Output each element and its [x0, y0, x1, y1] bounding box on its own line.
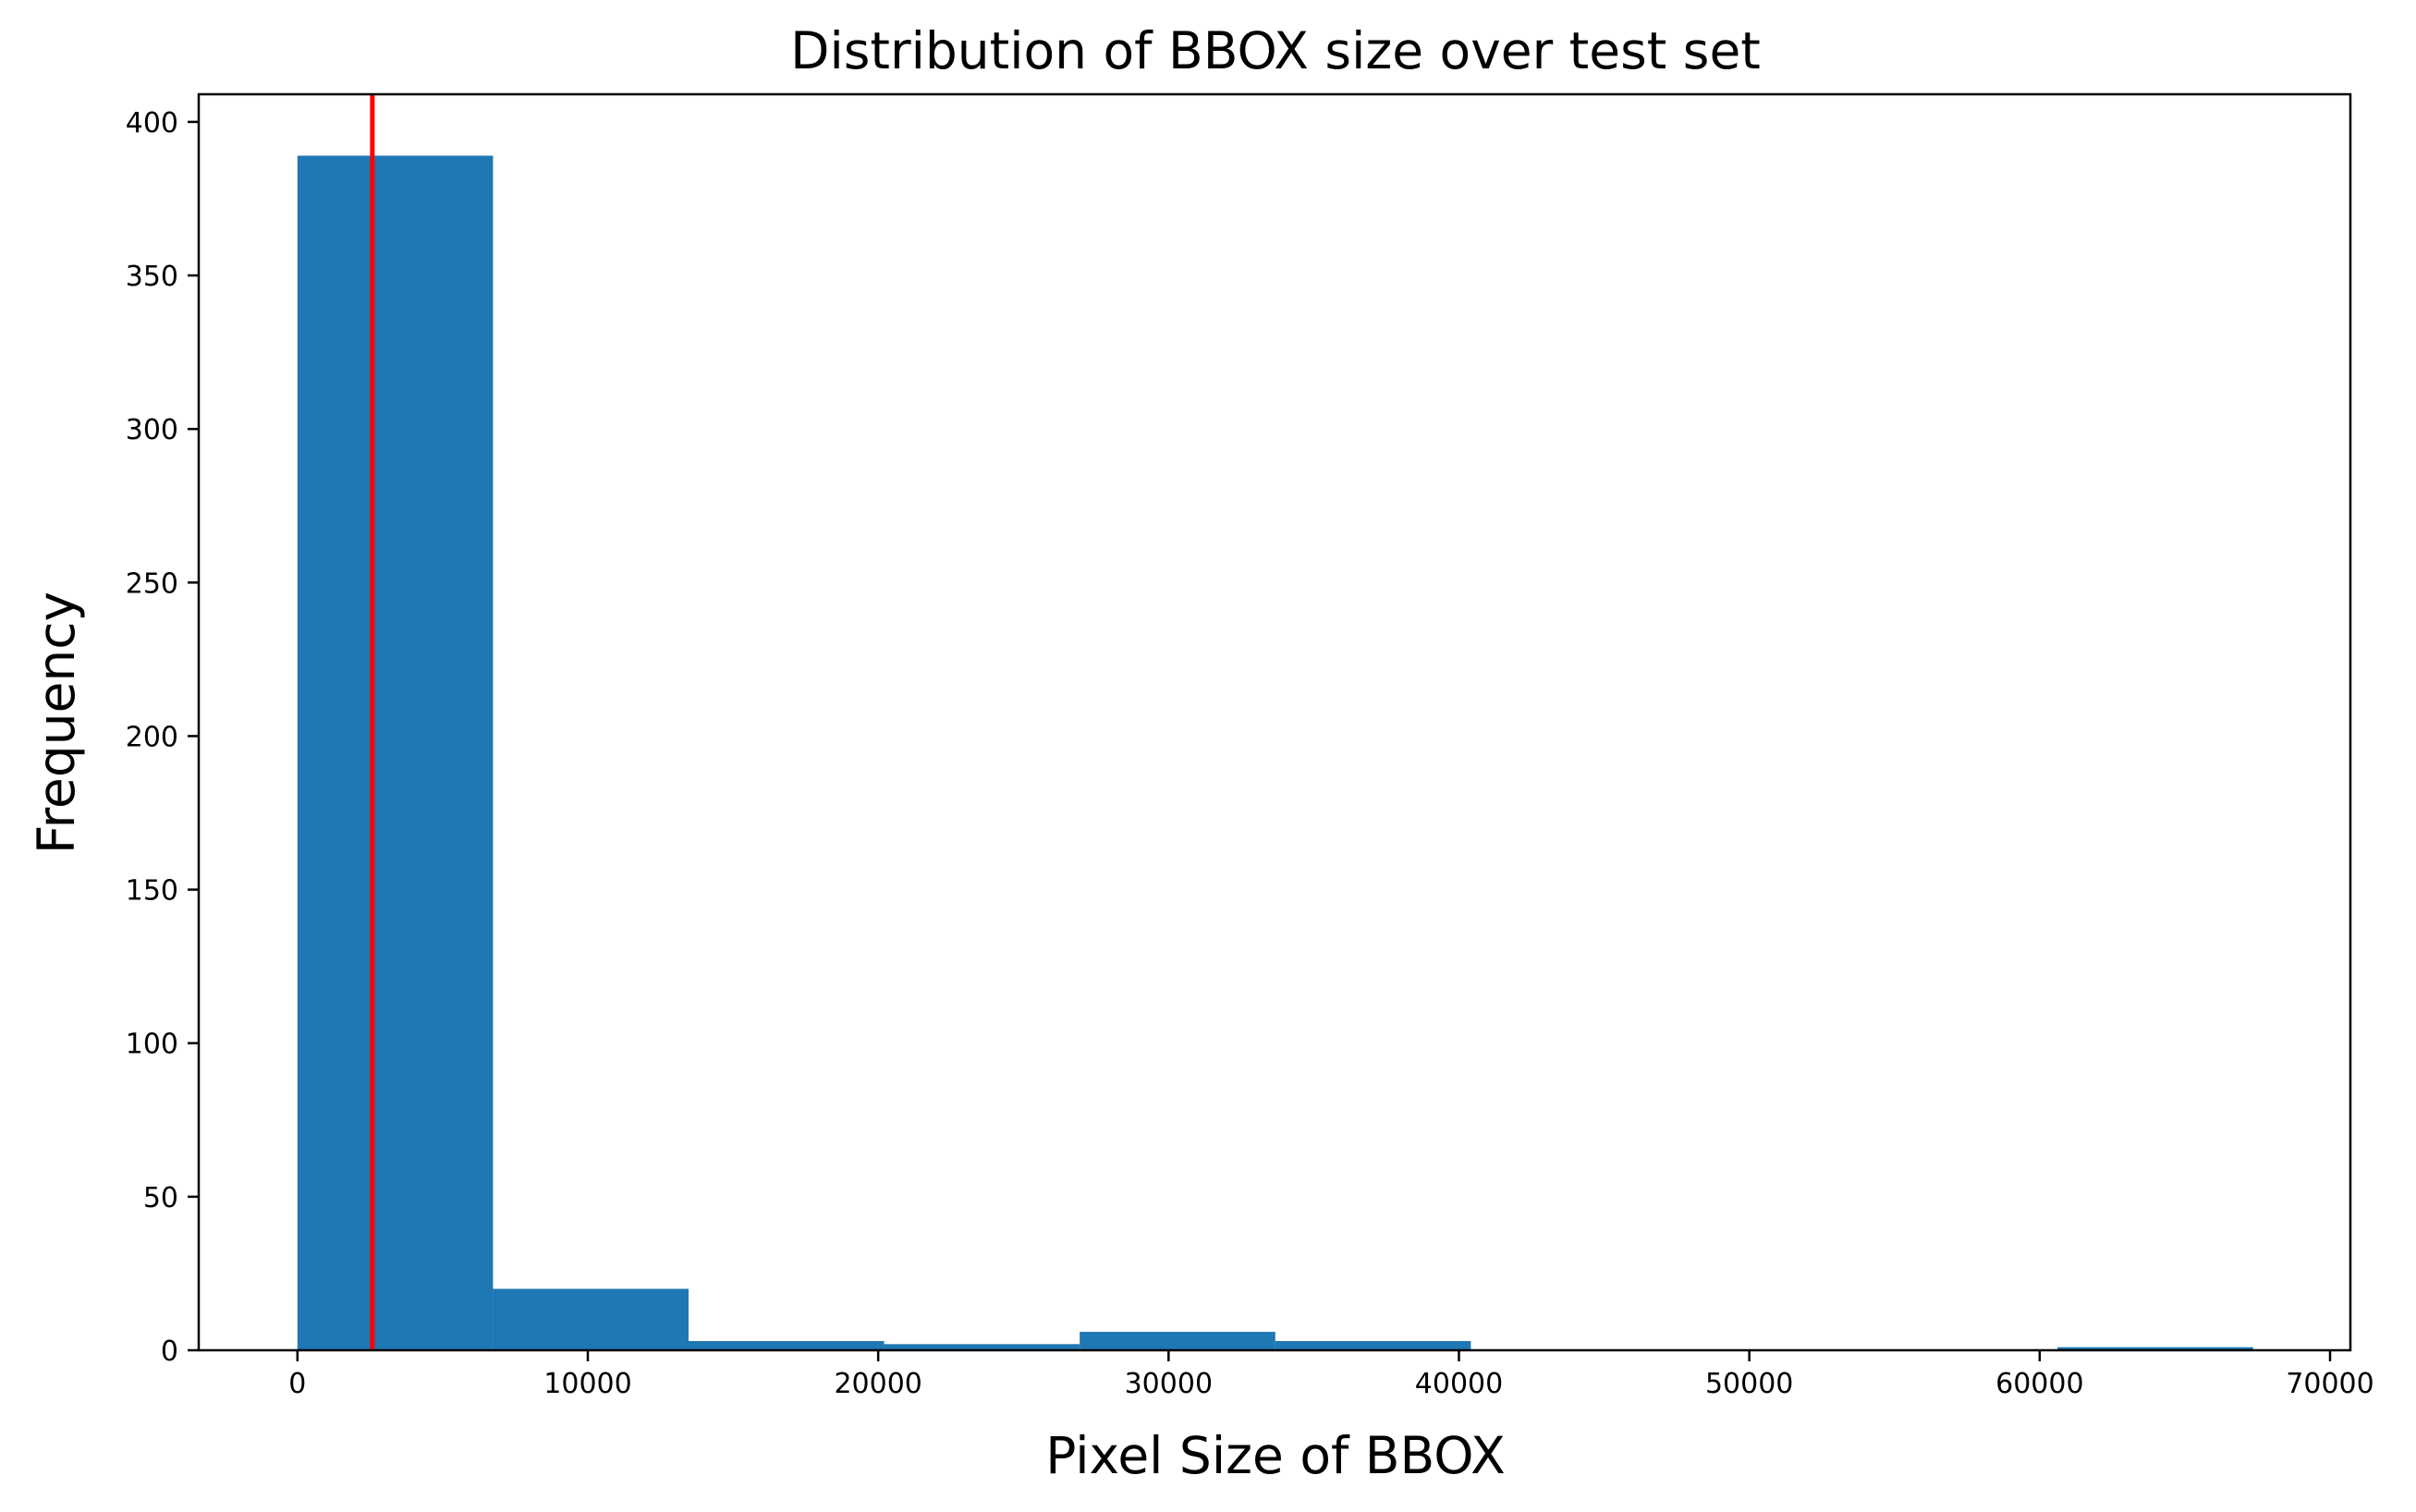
y-tick-label-0: 0: [161, 1335, 178, 1368]
histogram-bar-1: [493, 1288, 689, 1350]
y-tick-label-4: 200: [126, 721, 178, 753]
y-axis-label: Frequency: [27, 591, 86, 854]
x-tick-label-6: 60000: [1995, 1368, 2083, 1400]
histogram-bar-3: [884, 1344, 1080, 1350]
y-tick-label-1: 50: [143, 1182, 178, 1214]
histogram-bar-5: [1275, 1341, 1471, 1350]
y-tick-label-7: 350: [126, 261, 178, 293]
x-tick-label-5: 50000: [1705, 1368, 1793, 1400]
y-tick-label-3: 150: [126, 875, 178, 908]
y-tick-label-2: 100: [126, 1029, 178, 1061]
plot-frame: [197, 92, 2352, 1352]
x-axis-label: Pixel Size of BBOX: [1045, 1426, 1506, 1485]
histogram-bar-0: [297, 155, 494, 1350]
y-axis-ticks: 0 50 100 150 200 250 300 350 400: [126, 107, 199, 1368]
y-tick-label-5: 250: [126, 567, 178, 600]
x-tick-label-0: 0: [288, 1368, 306, 1400]
x-axis-ticks: 0 10000 20000 30000 40000 50000 60000 70000: [288, 1350, 2374, 1400]
y-tick-label-8: 400: [126, 107, 178, 140]
y-tick-label-6: 300: [126, 414, 178, 446]
x-tick-label-2: 20000: [834, 1368, 921, 1400]
x-tick-label-3: 30000: [1125, 1368, 1213, 1400]
histogram-bar-9: [2057, 1347, 2253, 1350]
histogram-bar-2: [689, 1341, 885, 1350]
x-tick-label-4: 40000: [1415, 1368, 1503, 1400]
x-tick-label-7: 70000: [2286, 1368, 2373, 1400]
bars-group: [297, 155, 2253, 1350]
x-tick-label-1: 10000: [543, 1368, 631, 1400]
histogram-bar-4: [1080, 1332, 1275, 1350]
chart-title: Distribution of BBOX size over test set: [790, 21, 1761, 80]
